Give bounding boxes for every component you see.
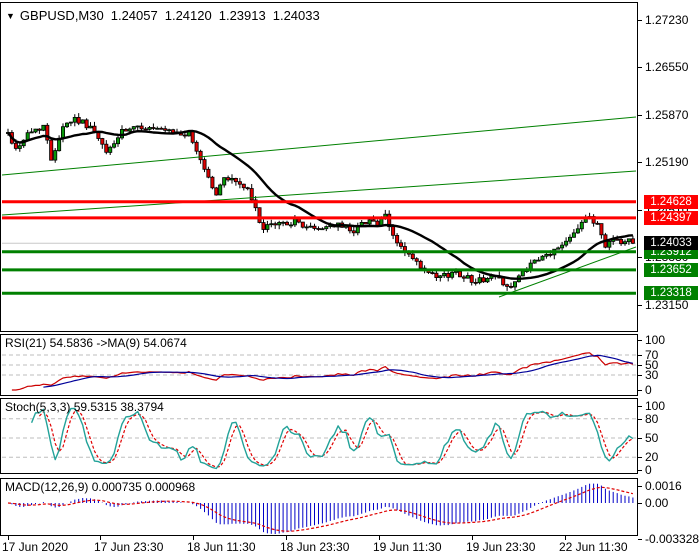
time-axis-label: 17 Jun 2020 [2, 540, 69, 554]
time-axis-tick [565, 536, 566, 540]
time-axis-tick [472, 536, 473, 540]
stoch-axis-label: 50 [645, 431, 659, 445]
time-axis-label: 18 Jun 11:30 [187, 540, 256, 554]
price-axis-tick [638, 67, 642, 68]
price-axis-tick [638, 210, 642, 211]
rsi-axis-tick [638, 365, 642, 366]
time-axis-ticks [0, 536, 638, 541]
rsi-axis-tick [638, 355, 642, 356]
price-tick-label: 1.26550 [645, 60, 689, 74]
stochastic-panel[interactable]: Stoch(5,3,3) 59.5315 38.3794 [0, 398, 638, 474]
price-axis-tick [638, 305, 642, 306]
rsi-canvas[interactable] [1, 335, 637, 395]
stoch-axis-tick [638, 406, 642, 407]
macd-axis-tick [638, 503, 642, 504]
price-tick-label: 1.25870 [645, 108, 689, 122]
quote-open: 1.24057 [110, 8, 158, 23]
macd-panel[interactable]: MACD(12,26,9) 0.000735 0.000968 [0, 478, 638, 536]
rsi-axis-label: 70 [645, 348, 659, 362]
stochastic-canvas[interactable] [1, 399, 637, 473]
candlestick-canvas[interactable] [1, 3, 637, 331]
time-axis-tick [286, 536, 287, 540]
macd-axis-label: 0.00 [645, 496, 669, 510]
macd-axis-tick [638, 539, 642, 540]
stoch-axis-tick [638, 438, 642, 439]
stoch-axis-tick [638, 457, 642, 458]
stoch-axis-tick [638, 470, 642, 471]
price-tick-label: 1.23150 [645, 298, 689, 312]
main-chart-panel[interactable]: ▼ GBPUSD,M30 1.24057 1.24120 1.23913 1.24033 [0, 2, 638, 332]
price-badge-resistance: 1.24628 [644, 195, 698, 209]
macd-axis-label: 0.0016 [645, 479, 682, 493]
price-badge-current-price: 1.24033 [644, 236, 698, 250]
quote-close: 1.24033 [272, 8, 320, 23]
rsi-axis-label: 0 [645, 383, 652, 397]
price-tick-label: 1.25190 [645, 155, 689, 169]
time-axis-label: 19 Jun 23:30 [466, 540, 536, 554]
time-axis-label: 17 Jun 23:30 [94, 540, 164, 554]
quote-low: 1.23913 [218, 8, 266, 23]
price-axis-tick [638, 20, 642, 21]
rsi-axis-label: 50 [645, 358, 659, 372]
macd-label: MACD(12,26,9) 0.000735 0.000968 [5, 480, 196, 494]
time-axis-tick [8, 536, 9, 540]
stoch-axis-label: 0 [645, 463, 652, 477]
quote-high: 1.24120 [164, 8, 212, 23]
stoch-axis-label: 80 [645, 412, 659, 426]
price-axis-tick [638, 257, 642, 258]
macd-axis-tick [638, 486, 642, 487]
rsi-axis-tick [638, 340, 642, 341]
rsi-axis-label: 30 [645, 368, 659, 382]
time-axis-label: 19 Jun 11:30 [373, 540, 442, 554]
time-axis-label: 18 Jun 23:30 [280, 540, 350, 554]
price-tick-label: 1.27230 [645, 13, 689, 27]
rsi-label: RSI(21) 54.5836 ->MA(9) 54.0674 [5, 336, 187, 350]
time-axis-tick [379, 536, 380, 540]
rsi-axis-label: 100 [645, 333, 666, 347]
chart-symbol: GBPUSD,M30 [19, 8, 104, 23]
price-axis-tick [638, 162, 642, 163]
macd-canvas[interactable] [1, 479, 637, 535]
price-axis-tick [638, 115, 642, 116]
stoch-axis-label: 100 [645, 399, 666, 413]
rsi-panel[interactable]: RSI(21) 54.5836 ->MA(9) 54.0674 [0, 334, 638, 396]
rsi-axis-tick [638, 390, 642, 391]
rsi-axis-tick [638, 375, 642, 376]
time-axis-tick [100, 536, 101, 540]
stoch-axis-tick [638, 419, 642, 420]
stoch-axis-label: 20 [645, 450, 659, 464]
stochastic-label: Stoch(5,3,3) 59.5315 38.3794 [5, 400, 164, 414]
chart-title-bar: ▼ GBPUSD,M30 1.24057 1.24120 1.23913 1.24033 [6, 8, 320, 23]
price-badge-resistance: 1.24397 [644, 211, 698, 225]
time-axis[interactable]: 17 Jun 2020 17 Jun 23:30 18 Jun 11:30 18 Ju… [0, 538, 700, 558]
price-badge-support: 1.23652 [644, 263, 698, 277]
time-axis-label: 22 Jun 11:30 [559, 540, 628, 554]
price-badge-support: 1.23318 [644, 286, 698, 300]
symbol-dropdown-icon[interactable]: ▼ [6, 11, 15, 21]
time-axis-tick [193, 536, 194, 540]
macd-axis-label: -0.003328 [645, 532, 700, 546]
price-axis[interactable]: 1.272301.265501.258701.251901.245101.238… [638, 0, 700, 560]
